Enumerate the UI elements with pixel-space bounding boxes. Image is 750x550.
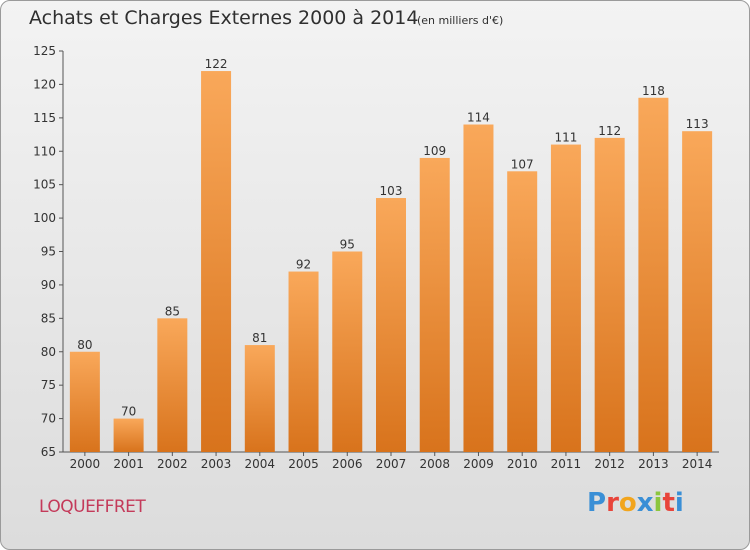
bar-value-label: 107 [511, 157, 534, 171]
bar [550, 144, 581, 453]
bar [682, 131, 713, 452]
x-tick-label: 2013 [638, 457, 669, 471]
bar-value-label: 85 [165, 304, 180, 318]
logo-letter: r [606, 488, 619, 518]
x-tick-label: 2009 [463, 457, 494, 471]
bar [507, 171, 538, 453]
bar-value-label: 92 [296, 258, 311, 272]
bar-value-label: 81 [252, 331, 267, 345]
bar-value-label: 70 [121, 405, 136, 419]
bars-group: 80 70 85 122 81 92 95 103 109 114 107 111 112 118 113 [69, 57, 713, 453]
bar [69, 351, 100, 452]
y-tick-label: 115 [33, 111, 56, 125]
y-tick-label: 95 [41, 245, 56, 259]
logo-letter: i [674, 488, 684, 518]
logo-letter: x [636, 488, 654, 518]
bar-value-label: 114 [467, 111, 490, 125]
bar-value-label: 95 [340, 238, 355, 252]
bar-value-label: 109 [423, 144, 446, 158]
y-tick-label: 65 [41, 445, 56, 459]
x-tick-label: 2008 [419, 457, 450, 471]
proxiti-logo: Proxiti [587, 488, 684, 518]
y-tick-label: 110 [33, 144, 56, 158]
bar [288, 271, 319, 452]
x-tick-label: 2014 [682, 457, 713, 471]
bar-value-label: 112 [598, 124, 621, 138]
bar-value-label: 80 [77, 338, 92, 352]
bar [419, 157, 450, 452]
x-tick-label: 2003 [201, 457, 232, 471]
town-name: LOQUEFFRET [39, 497, 146, 517]
x-tick-label: 2004 [245, 457, 276, 471]
x-tick-label: 2002 [157, 457, 188, 471]
logo-letter: o [618, 488, 637, 518]
bar [201, 71, 232, 453]
bar [157, 318, 188, 452]
x-tick-label: 2000 [70, 457, 101, 471]
x-tick-label: 2007 [376, 457, 407, 471]
bar [376, 198, 406, 452]
x-tick-label: 2001 [113, 457, 144, 471]
chart-title: Achats et Charges Externes 2000 à 2014 [29, 7, 419, 29]
x-tick-label: 2010 [507, 457, 538, 471]
logo-letter: i [653, 488, 663, 518]
bar [594, 137, 625, 452]
bar-value-label: 111 [554, 131, 577, 145]
logo-letter: t [662, 488, 675, 518]
y-tick-label: 120 [33, 77, 56, 91]
x-tick-label: 2006 [332, 457, 363, 471]
y-tick-label: 85 [41, 311, 56, 325]
y-tick-label: 75 [41, 378, 56, 392]
bar-value-label: 118 [642, 84, 665, 98]
x-tick-label: 2011 [551, 457, 582, 471]
y-tick-label: 80 [41, 345, 56, 359]
bar [244, 345, 275, 452]
y-tick-label: 125 [33, 44, 56, 58]
bar-value-label: 113 [686, 117, 709, 131]
bar-value-label: 103 [380, 184, 403, 198]
bar [463, 124, 494, 453]
x-tick-label: 2005 [288, 457, 319, 471]
chart-subtitle: (en milliers d'€) [417, 14, 504, 27]
y-tick-label: 70 [41, 412, 56, 426]
logo-letter: P [587, 488, 607, 518]
bar [113, 418, 144, 452]
x-tick-label: 2012 [594, 457, 625, 471]
y-tick-label: 100 [33, 211, 56, 225]
bar [638, 97, 669, 453]
bar-value-label: 122 [205, 57, 228, 71]
y-tick-label: 90 [41, 278, 56, 292]
bar [332, 251, 363, 452]
y-tick-label: 105 [33, 178, 56, 192]
